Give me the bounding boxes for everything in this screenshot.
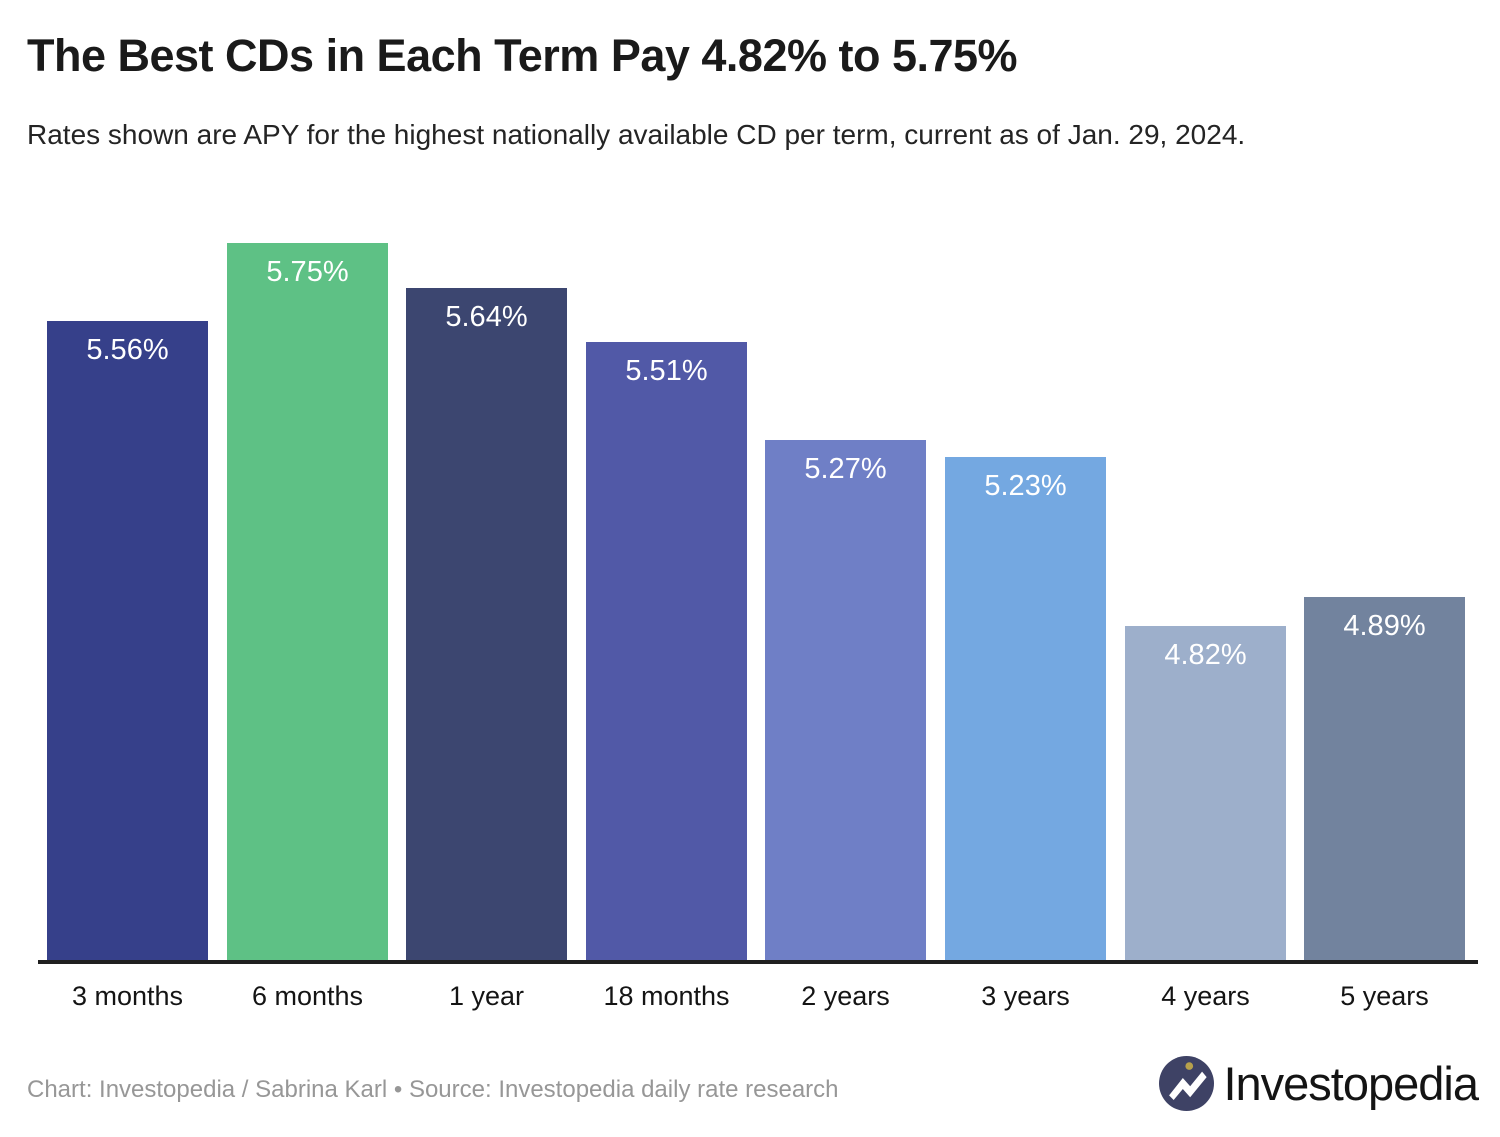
bar-value-label-2-years: 5.27%	[804, 453, 887, 485]
x-axis-label-4-years: 4 years	[1161, 981, 1250, 1011]
bar-value-label-3-years: 5.23%	[984, 470, 1067, 502]
x-axis-label-3-months: 3 months	[71, 981, 184, 1011]
x-axis-label-5-years: 5 years	[1340, 981, 1429, 1011]
bar-18-months: 5.51%	[586, 342, 747, 963]
bars-container: 5.56% 5.75% 5.64% 5.51% 5.27% 5.23% 4.82% 4.89%	[47, 243, 1467, 963]
chart-subtitle: Rates shown are APY for the highest nati…	[27, 119, 1246, 150]
bar-value-label-3-months: 5.56%	[86, 334, 169, 366]
x-axis-label-18-months: 18 months	[603, 981, 730, 1011]
x-axis-labels: 3 months 6 months 1 year 18 months 2 years 3 …	[47, 981, 1467, 1021]
x-axis-label-2-years: 2 years	[801, 981, 890, 1011]
bar-value-label-6-months: 5.75%	[266, 256, 349, 288]
investopedia-logo: Investopedia	[1159, 1056, 1479, 1111]
bar-6-months: 5.75%	[227, 243, 388, 963]
bar-value-label-18-months: 5.51%	[625, 355, 708, 387]
investopedia-logo-text: Investopedia	[1223, 1057, 1479, 1110]
x-axis-line	[38, 960, 1478, 964]
x-axis-label-1-year: 1 year	[448, 981, 525, 1011]
bar-5-years: 4.89%	[1304, 597, 1465, 963]
bar-3-years: 5.23%	[945, 457, 1106, 963]
investopedia-mark-icon	[1159, 1056, 1215, 1111]
bar-value-label-4-years: 4.82%	[1164, 639, 1247, 671]
bar-value-label-5-years: 4.89%	[1343, 610, 1426, 642]
credit-text: Chart: Investopedia / Sabrina Karl • Sou…	[27, 1076, 839, 1103]
bar-3-months: 5.56%	[47, 321, 208, 963]
bar-2-years: 5.27%	[765, 440, 926, 963]
bar-value-label-1-year: 5.64%	[445, 301, 528, 333]
bar-1-year: 5.64%	[406, 288, 567, 963]
x-axis-label-3-years: 3 years	[981, 981, 1070, 1011]
x-axis-label-6-months: 6 months	[251, 981, 364, 1011]
bar-4-years: 4.82%	[1125, 626, 1286, 963]
chart-title: The Best CDs in Each Term Pay 4.82% to 5…	[27, 30, 1018, 81]
